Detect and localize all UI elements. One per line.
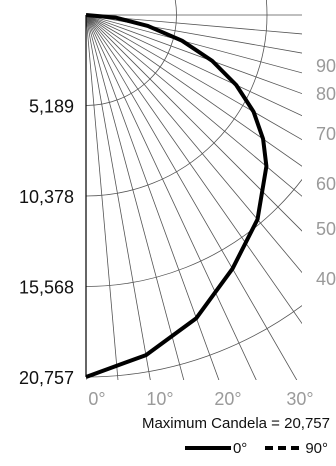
candela-curves (85, 13, 269, 379)
grid-circle (86, 178, 302, 287)
angle-tick-label-bottom: 20° (214, 389, 241, 409)
legend-dashed-label: 90° (305, 439, 328, 457)
tick-labels: 5,189 10,378 15,568 20,757 0° 10° 20° 30° 40 50 60… (19, 56, 336, 409)
angle-tick-label-bottom: 0° (88, 389, 105, 409)
grid-spoke (86, 14, 151, 380)
angle-tick-label-bottom: 30° (286, 389, 313, 409)
grid-spoke (86, 14, 220, 380)
grid-spoke (86, 14, 119, 380)
radial-tick-label: 5,189 (29, 97, 74, 117)
candela-curve-0 (85, 13, 269, 379)
grid-spoke (86, 14, 257, 380)
angle-tick-label-right: 50 (316, 219, 336, 239)
grid-spoke (86, 14, 302, 35)
grid-spoke (86, 14, 298, 380)
radial-tick-label: 20,757 (19, 368, 74, 388)
grid-spoke (86, 14, 185, 380)
legend-solid-swatch (184, 446, 231, 450)
angle-tick-label-right: 60 (316, 174, 336, 194)
legend-item-solid: 0° (184, 439, 248, 457)
radial-tick-label: 15,568 (19, 278, 74, 298)
grid-spoke (86, 14, 302, 141)
grid-spoke (86, 14, 302, 232)
grid-spoke (86, 14, 302, 274)
angle-tick-label-right: 70 (316, 124, 336, 144)
legend-solid-label: 0° (232, 439, 248, 457)
angle-tick-label-right: 80 (316, 84, 336, 104)
maximum-candela-label: Maximum Candela = 20,757 (141, 415, 330, 432)
angle-tick-label-right: 40 (316, 269, 336, 289)
grid-spoke (86, 14, 302, 325)
grid-spoke (86, 14, 302, 54)
grid-spoke (86, 14, 302, 117)
angle-tick-label-bottom: 10° (146, 389, 173, 409)
grid-spoke (86, 14, 302, 197)
legend-dashed-swatch (265, 446, 300, 450)
legend-item-dashed: 90° (247, 440, 328, 457)
grid-spoke (86, 14, 302, 74)
grid-spoke (86, 14, 302, 95)
radial-tick-label: 10,378 (19, 187, 74, 207)
angle-tick-label-right: 90 (316, 56, 336, 76)
legend: 0° 90° (184, 436, 328, 460)
